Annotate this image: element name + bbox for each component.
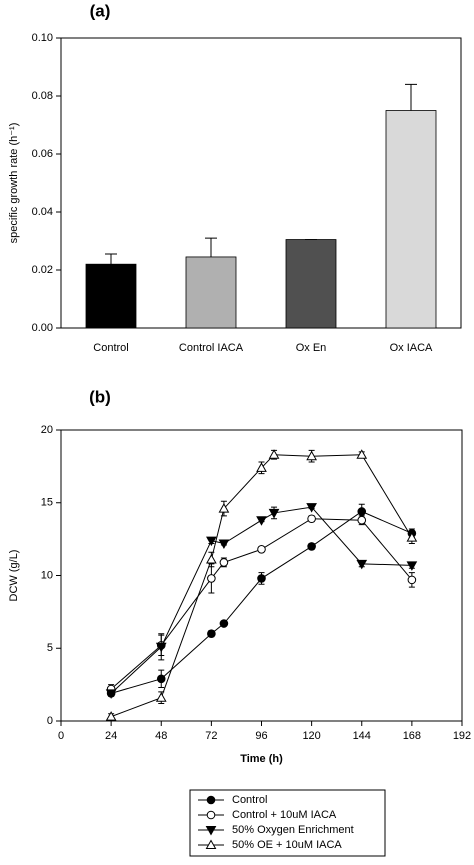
marker (205, 826, 217, 836)
marker (257, 545, 266, 554)
y-tick-label: 0.02 (32, 264, 53, 276)
x-tick-label: 192 (453, 730, 471, 742)
x-tick-label: 96 (255, 730, 267, 742)
marker (256, 462, 267, 472)
y-axis-title: DCW (g/L) (8, 550, 20, 602)
marker (219, 558, 229, 567)
panel-label: (b) (89, 387, 111, 406)
marker (306, 503, 317, 513)
marker (206, 536, 217, 547)
legend: Control Control + 10uM IACA 50% Oxygen Enr… (189, 789, 386, 857)
marker (407, 575, 417, 585)
x-tick-label: Ox IACA (390, 342, 433, 354)
marker (307, 542, 316, 551)
marker (256, 516, 267, 526)
marker (218, 539, 230, 550)
marker (206, 795, 216, 805)
marker (205, 839, 217, 849)
plot-frame (60, 37, 462, 329)
x-tick-label: 48 (155, 730, 167, 742)
y-tick-label: 15 (41, 497, 53, 509)
y-tick-label: 0.00 (32, 322, 53, 334)
x-tick-label: 72 (205, 730, 217, 742)
y-tick-label: 0.06 (32, 148, 53, 160)
x-tick-label: 144 (353, 730, 371, 742)
y-axis-title: specific growth rate (h⁻¹) (8, 123, 20, 244)
y-tick-label: 10 (41, 569, 53, 581)
marker (218, 503, 230, 513)
y-tick-label: 0.08 (32, 90, 53, 102)
series-line (110, 510, 413, 694)
marker (356, 449, 368, 459)
y-tick-label: 0 (47, 715, 53, 727)
panel-label: (a) (90, 1, 111, 20)
marker (356, 559, 368, 570)
marker (357, 515, 367, 525)
legend-label: 50% Oxygen Enrichment (232, 824, 354, 836)
marker (257, 574, 266, 583)
marker (105, 711, 117, 721)
marker (268, 508, 280, 519)
marker (357, 507, 367, 516)
error-bar (205, 237, 217, 257)
marker (207, 574, 216, 583)
marker (219, 619, 229, 628)
marker (406, 561, 418, 571)
error-bar (105, 253, 117, 265)
legend-label: Control + 10uM IACA (232, 809, 337, 821)
marker (105, 689, 117, 699)
marker (207, 629, 216, 639)
x-tick-label: Control IACA (179, 342, 244, 354)
legend-label: 50% OE + 10uM IACA (232, 839, 342, 851)
series-line (110, 518, 413, 690)
series-line (110, 506, 412, 694)
legend-label: Control (232, 794, 267, 806)
x-tick-label: 168 (403, 730, 421, 742)
marker (156, 674, 166, 684)
error-bar (405, 83, 417, 111)
x-axis-title: Time (h) (240, 753, 283, 765)
x-tick-label: Ox En (296, 342, 327, 354)
x-tick-label: Control (93, 342, 128, 354)
bar (285, 239, 337, 329)
bar (85, 263, 137, 329)
bar (385, 110, 437, 329)
marker (406, 532, 418, 542)
x-tick-label: 24 (105, 730, 117, 742)
y-tick-label: 20 (41, 424, 53, 436)
x-tick-label: 120 (302, 730, 320, 742)
marker (307, 514, 316, 524)
x-tick-label: 0 (58, 730, 64, 742)
series-line (110, 454, 413, 718)
marker (268, 449, 280, 459)
y-tick-label: 0.10 (32, 32, 53, 44)
marker (206, 553, 217, 564)
marker (306, 450, 317, 461)
marker (155, 642, 167, 653)
y-tick-label: 0.04 (32, 206, 53, 218)
marker (155, 692, 167, 702)
bar (185, 256, 237, 329)
y-tick-label: 5 (47, 642, 53, 654)
marker (206, 810, 216, 820)
